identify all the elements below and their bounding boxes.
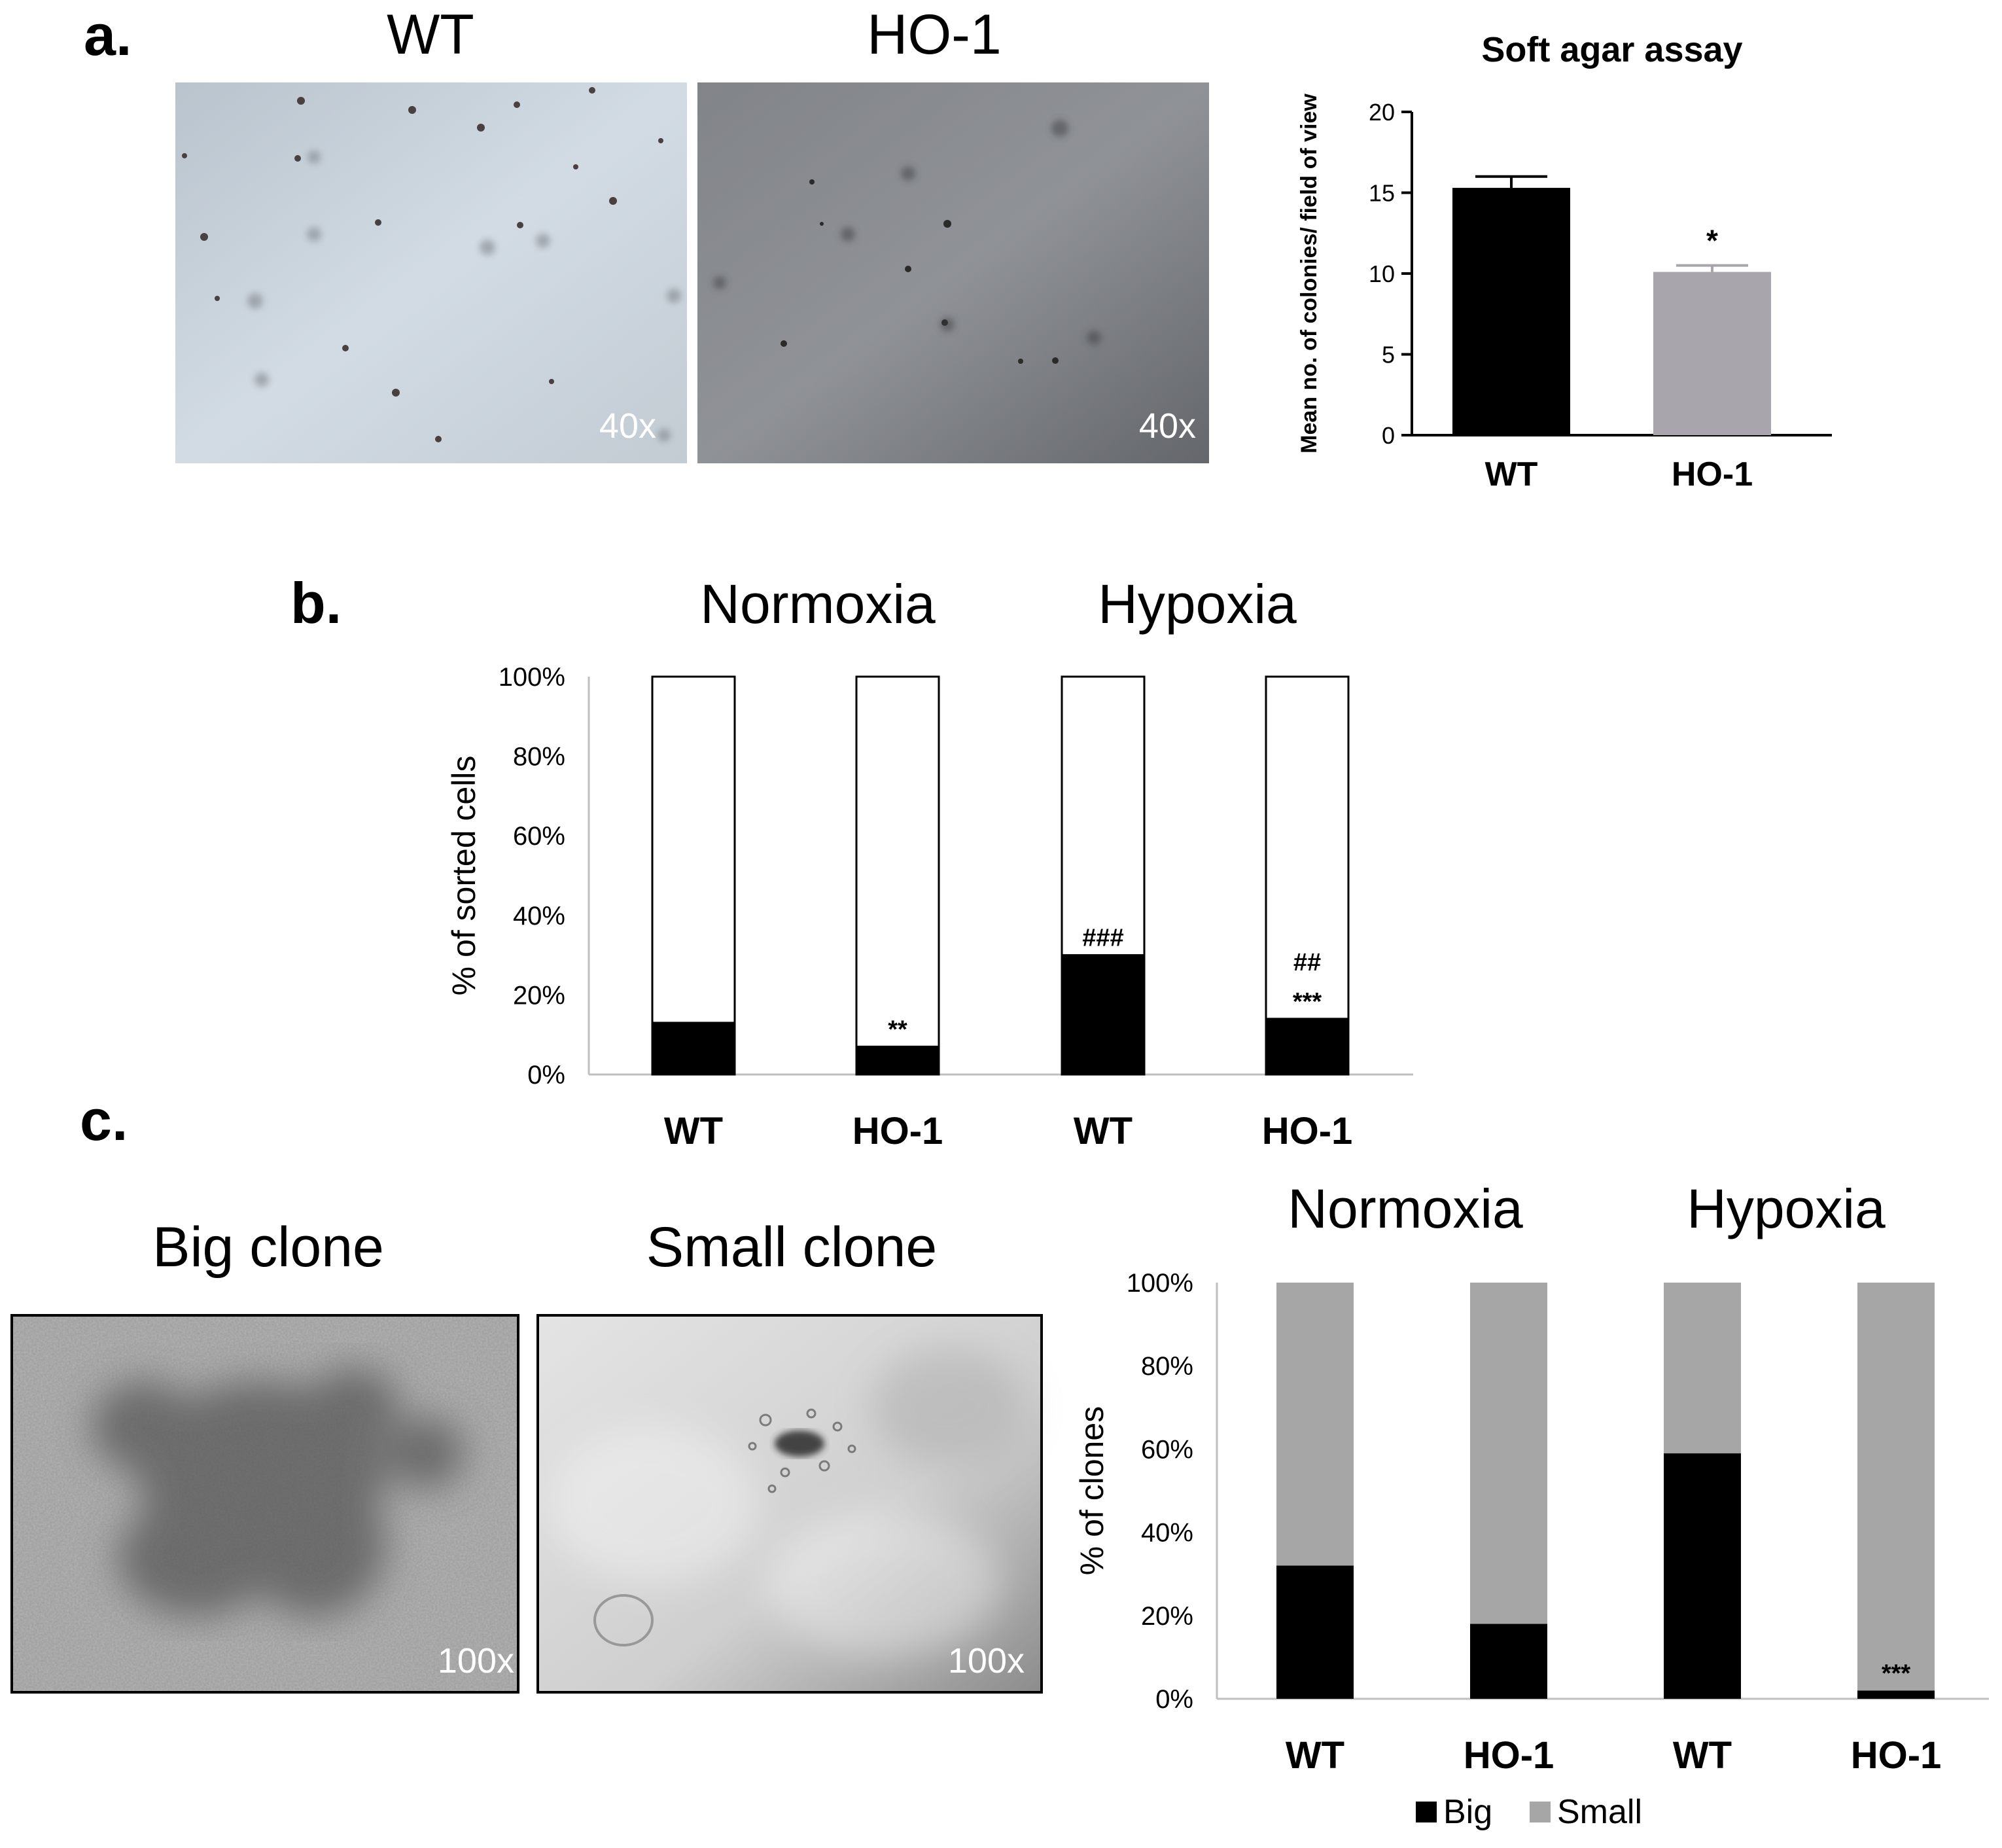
micrograph-wt-40x: 40x: [175, 82, 687, 463]
y-tick-label: 10: [1369, 260, 1395, 287]
group-label: Normoxia: [1288, 1178, 1523, 1239]
y-tick-label: 60%: [513, 822, 565, 851]
y-tick-label: 20%: [1141, 1602, 1193, 1631]
legend-label-small: Small: [1557, 1793, 1642, 1831]
significance-marker: ***: [1293, 988, 1322, 1016]
micrograph-title-ho1: HO-1: [867, 3, 1001, 66]
panel-label-c: c.: [80, 1088, 128, 1152]
bar-segment-upper: [651, 675, 736, 1024]
bar-wt: [1452, 188, 1570, 435]
y-tick-label: 100%: [499, 663, 565, 692]
bar-segment-lower: [1664, 1453, 1741, 1699]
significance-marker: ##: [1293, 949, 1321, 976]
x-tick-label: WT: [1485, 455, 1538, 493]
magnification-label-wt: 40x: [599, 406, 656, 446]
bar-segment-upper: [1265, 675, 1350, 1020]
chart-soft-agar-assay: Soft agar assay Mean no. of colonies/ fie…: [1297, 30, 1832, 493]
micrograph-big-clone-100x: 100x: [10, 1314, 519, 1694]
significance-marker: **: [888, 1016, 907, 1043]
bar-segment-lower: [855, 1045, 940, 1076]
bar-segment-lower: [1857, 1690, 1935, 1699]
chart-title: Soft agar assay: [1481, 30, 1742, 69]
chart-clones: Normoxia Hypoxia % of clones 0% 20% 40% 60% 80%…: [1074, 1178, 1989, 1831]
significance-marker: ###: [1082, 925, 1123, 952]
bar-segment-upper: [1857, 1283, 1935, 1691]
x-tick-label: HO-1: [1464, 1734, 1554, 1777]
y-tick-label: 40%: [1141, 1519, 1193, 1548]
y-axis-label: Mean no. of colonies/ field of view: [1297, 94, 1322, 453]
y-tick-label: 0: [1382, 422, 1395, 449]
x-tick-label: HO-1: [1262, 1110, 1353, 1152]
group-label: Hypoxia: [1098, 573, 1297, 635]
y-tick-label: 80%: [513, 743, 565, 772]
legend-swatch-big: [1416, 1802, 1437, 1822]
micrograph-title-big-clone: Big clone: [152, 1216, 384, 1279]
x-tick-label: HO-1: [852, 1110, 943, 1152]
y-tick-label: 20: [1369, 99, 1395, 126]
x-tick-label: WT: [1673, 1734, 1732, 1777]
y-tick-label: 0%: [1155, 1685, 1193, 1714]
y-tick-label: 5: [1382, 342, 1395, 368]
panel-label-a: a.: [84, 3, 132, 67]
bar-segment-lower: [1470, 1624, 1547, 1699]
y-tick-label: 80%: [1141, 1352, 1193, 1381]
bar-segment-upper: [855, 675, 940, 1048]
micrograph-ho1-40x: 40x: [697, 82, 1209, 463]
bar-segment-lower: [1061, 954, 1146, 1076]
micrograph-small-clone-100x: 100x: [536, 1314, 1043, 1694]
legend-swatch-small: [1530, 1802, 1551, 1822]
y-tick-label: 60%: [1141, 1435, 1193, 1464]
micrograph-title-small-clone: Small clone: [646, 1216, 938, 1279]
chart-sorted-cells: Normoxia Hypoxia % of sorted cells 0% 20% 40%…: [446, 573, 1413, 1152]
magnification-label-big-clone: 100x: [438, 1641, 514, 1680]
y-tick-label: 40%: [513, 902, 565, 931]
significance-marker: ***: [1882, 1660, 1911, 1687]
y-tick-label: 20%: [513, 981, 565, 1010]
group-label: Hypoxia: [1687, 1178, 1886, 1239]
bar-segment-upper: [1276, 1283, 1354, 1566]
bar-segment-upper: [1470, 1283, 1547, 1624]
y-axis-label: % of clones: [1074, 1406, 1110, 1575]
x-tick-label: WT: [1074, 1110, 1133, 1152]
micrograph-title-wt: WT: [387, 3, 474, 66]
y-tick-label: 0%: [527, 1061, 565, 1090]
bar-segment-lower: [1265, 1018, 1350, 1076]
x-tick-label: HO-1: [1851, 1734, 1942, 1777]
significance-marker: *: [1706, 224, 1718, 258]
bar-segment-upper: [1061, 675, 1146, 957]
bar-segment-lower: [1276, 1565, 1354, 1699]
bar-segment-lower: [651, 1022, 736, 1076]
x-tick-label: HO-1: [1672, 455, 1753, 493]
panel-label-b: b.: [290, 571, 342, 635]
legend-label-big: Big: [1443, 1793, 1492, 1831]
x-tick-label: WT: [664, 1110, 723, 1152]
x-tick-label: WT: [1286, 1734, 1344, 1777]
bar-ho-1: [1653, 272, 1771, 435]
group-label: Normoxia: [700, 573, 936, 635]
y-tick-label: 15: [1369, 180, 1395, 207]
y-axis-label: % of sorted cells: [446, 756, 482, 996]
magnification-label-small-clone: 100x: [948, 1641, 1025, 1680]
bar-segment-upper: [1664, 1283, 1741, 1453]
y-tick-label: 100%: [1127, 1269, 1193, 1298]
magnification-label-ho1: 40x: [1139, 406, 1196, 446]
